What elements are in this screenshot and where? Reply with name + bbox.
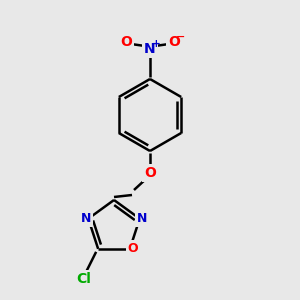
Text: N: N bbox=[144, 42, 156, 56]
Text: N: N bbox=[136, 212, 147, 225]
Text: O: O bbox=[144, 166, 156, 180]
Text: O: O bbox=[128, 242, 138, 255]
Text: O: O bbox=[120, 35, 132, 49]
Text: N: N bbox=[81, 212, 92, 225]
Text: −: − bbox=[176, 32, 186, 42]
Text: Cl: Cl bbox=[77, 272, 92, 286]
Text: O: O bbox=[168, 35, 180, 49]
Text: +: + bbox=[152, 39, 160, 49]
